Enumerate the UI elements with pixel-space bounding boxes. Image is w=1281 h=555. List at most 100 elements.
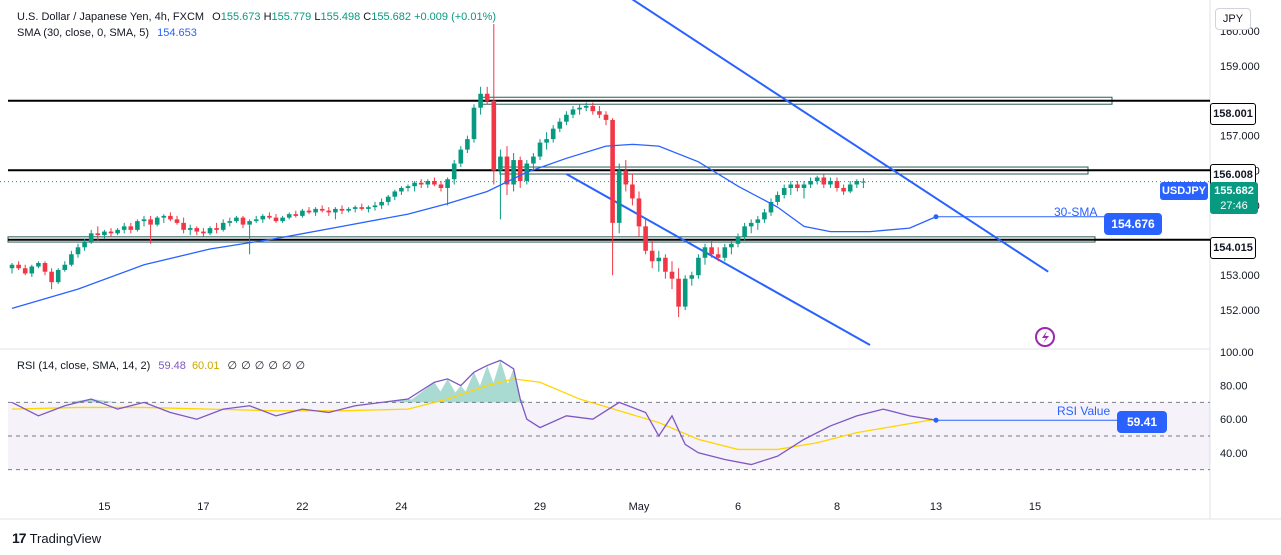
candle-body <box>280 217 285 222</box>
rsi-tick-label: 40.00 <box>1220 448 1248 460</box>
ohlc-open-label: O <box>212 11 221 23</box>
currency-button[interactable]: JPY <box>1215 8 1251 30</box>
rsi-placeholder: ∅ <box>268 360 282 372</box>
candle-body <box>293 214 299 216</box>
symbol-legend[interactable]: U.S. Dollar / Japanese Yen, 4h, FXCM O15… <box>17 11 496 23</box>
rsi-legend[interactable]: RSI (14, close, SMA, 14, 2) 59.48 60.01 … <box>17 359 309 372</box>
candle-body <box>300 210 305 216</box>
rsi-sma-legend-value: 60.01 <box>191 360 220 372</box>
candle-body <box>425 180 431 185</box>
candle-body <box>748 222 754 227</box>
candle-body <box>234 217 239 222</box>
candle-body <box>168 215 173 220</box>
rsi-placeholder: ∅ <box>227 360 242 372</box>
candle-body <box>247 221 252 225</box>
candle-body <box>339 208 345 211</box>
candle-body <box>379 201 384 206</box>
candle-body <box>729 243 734 248</box>
candle-body <box>128 226 134 230</box>
sma-legend[interactable]: SMA (30, close, 0, SMA, 5) 154.653 <box>17 27 197 39</box>
ohlc-high-value: 155.779 <box>271 11 312 23</box>
candle-body <box>722 247 728 258</box>
candle-body <box>590 105 596 112</box>
candle-body <box>359 207 365 209</box>
level-high-badge: 158.001 <box>1210 103 1256 125</box>
candle-body <box>630 184 635 199</box>
candle-body <box>214 228 219 230</box>
candle-body <box>788 184 794 188</box>
rsi-placeholder: ∅ <box>241 360 255 372</box>
time-tick-label: 29 <box>534 501 546 513</box>
rsi-placeholder: ∅ <box>281 360 296 372</box>
candle-body <box>597 111 602 115</box>
candle-body <box>557 121 563 129</box>
flash-icon[interactable] <box>1035 327 1055 347</box>
rsi-axis[interactable]: 100.00 80.00 60.00 40.00 <box>1220 347 1254 460</box>
countdown-badge: 27:46 <box>1210 198 1258 214</box>
candle-body <box>801 184 807 188</box>
tradingview-logo[interactable]: 17 TradingView <box>12 530 101 546</box>
candle-body <box>847 184 853 192</box>
candle-body <box>75 247 81 255</box>
time-axis[interactable]: 15 17 22 24 29 May 6 8 13 15 <box>98 501 1041 513</box>
candle-body <box>451 163 457 180</box>
candle-body <box>42 262 48 272</box>
candle-body <box>623 170 629 185</box>
candle-body <box>636 198 642 227</box>
candle-body <box>141 219 147 222</box>
sma-legend-value: 154.653 <box>157 27 197 39</box>
candle-body <box>821 177 827 185</box>
candle-body <box>260 215 266 220</box>
candle-body <box>564 114 569 122</box>
sma-endpoint <box>933 214 939 220</box>
candle-body <box>352 207 358 209</box>
rsi-tick-label: 100.00 <box>1220 347 1254 359</box>
price-tick-label: 159.000 <box>1220 61 1260 73</box>
candle-body <box>814 177 820 181</box>
candle-body <box>689 275 695 279</box>
candle-body <box>498 156 503 171</box>
candle-body <box>194 228 200 232</box>
candle-body <box>537 142 543 157</box>
candle-body <box>517 160 523 181</box>
candle-body <box>267 215 272 218</box>
candle-body <box>491 100 497 171</box>
rsi-endpoint <box>933 417 939 423</box>
candle-body <box>372 205 378 208</box>
candle-body <box>438 184 444 188</box>
tradingview-logo-icon: 17 <box>12 530 27 546</box>
ohlc-close-label: C <box>363 11 372 23</box>
candle-body <box>366 207 371 209</box>
candle-body <box>715 254 721 258</box>
candle-body <box>286 214 292 218</box>
candle-body <box>88 233 94 243</box>
price-change: +0.009 (+0.01%) <box>414 11 497 23</box>
rsi-pane <box>8 359 1210 471</box>
rsi-tick-label: 60.00 <box>1220 414 1248 426</box>
candle-body <box>795 184 800 188</box>
candle-body <box>174 219 180 223</box>
candle-body <box>95 233 101 236</box>
candle-body <box>82 242 87 248</box>
candle-body <box>9 264 15 269</box>
candle-body <box>702 247 708 258</box>
sma-annotation-label: 30-SMA <box>1054 205 1098 219</box>
rsi-legend-value: 59.48 <box>158 360 186 372</box>
time-tick-label: May <box>629 501 650 513</box>
candle-body <box>808 180 813 185</box>
candle-body <box>676 278 681 307</box>
candle-body <box>504 156 510 185</box>
level-low-badge: 154.015 <box>1210 237 1256 259</box>
price-tick-label: 152.000 <box>1220 305 1260 317</box>
candle-body <box>187 228 193 230</box>
channel-trendline <box>631 0 1049 273</box>
candle-body <box>29 266 35 274</box>
candle-body <box>682 278 688 307</box>
candle-body <box>220 222 226 230</box>
candle-body <box>346 208 351 211</box>
ohlc-high-label: H <box>263 11 272 23</box>
ohlc-open-value: 155.673 <box>220 11 261 23</box>
candle-body <box>669 271 675 279</box>
time-tick-label: 8 <box>834 501 840 513</box>
